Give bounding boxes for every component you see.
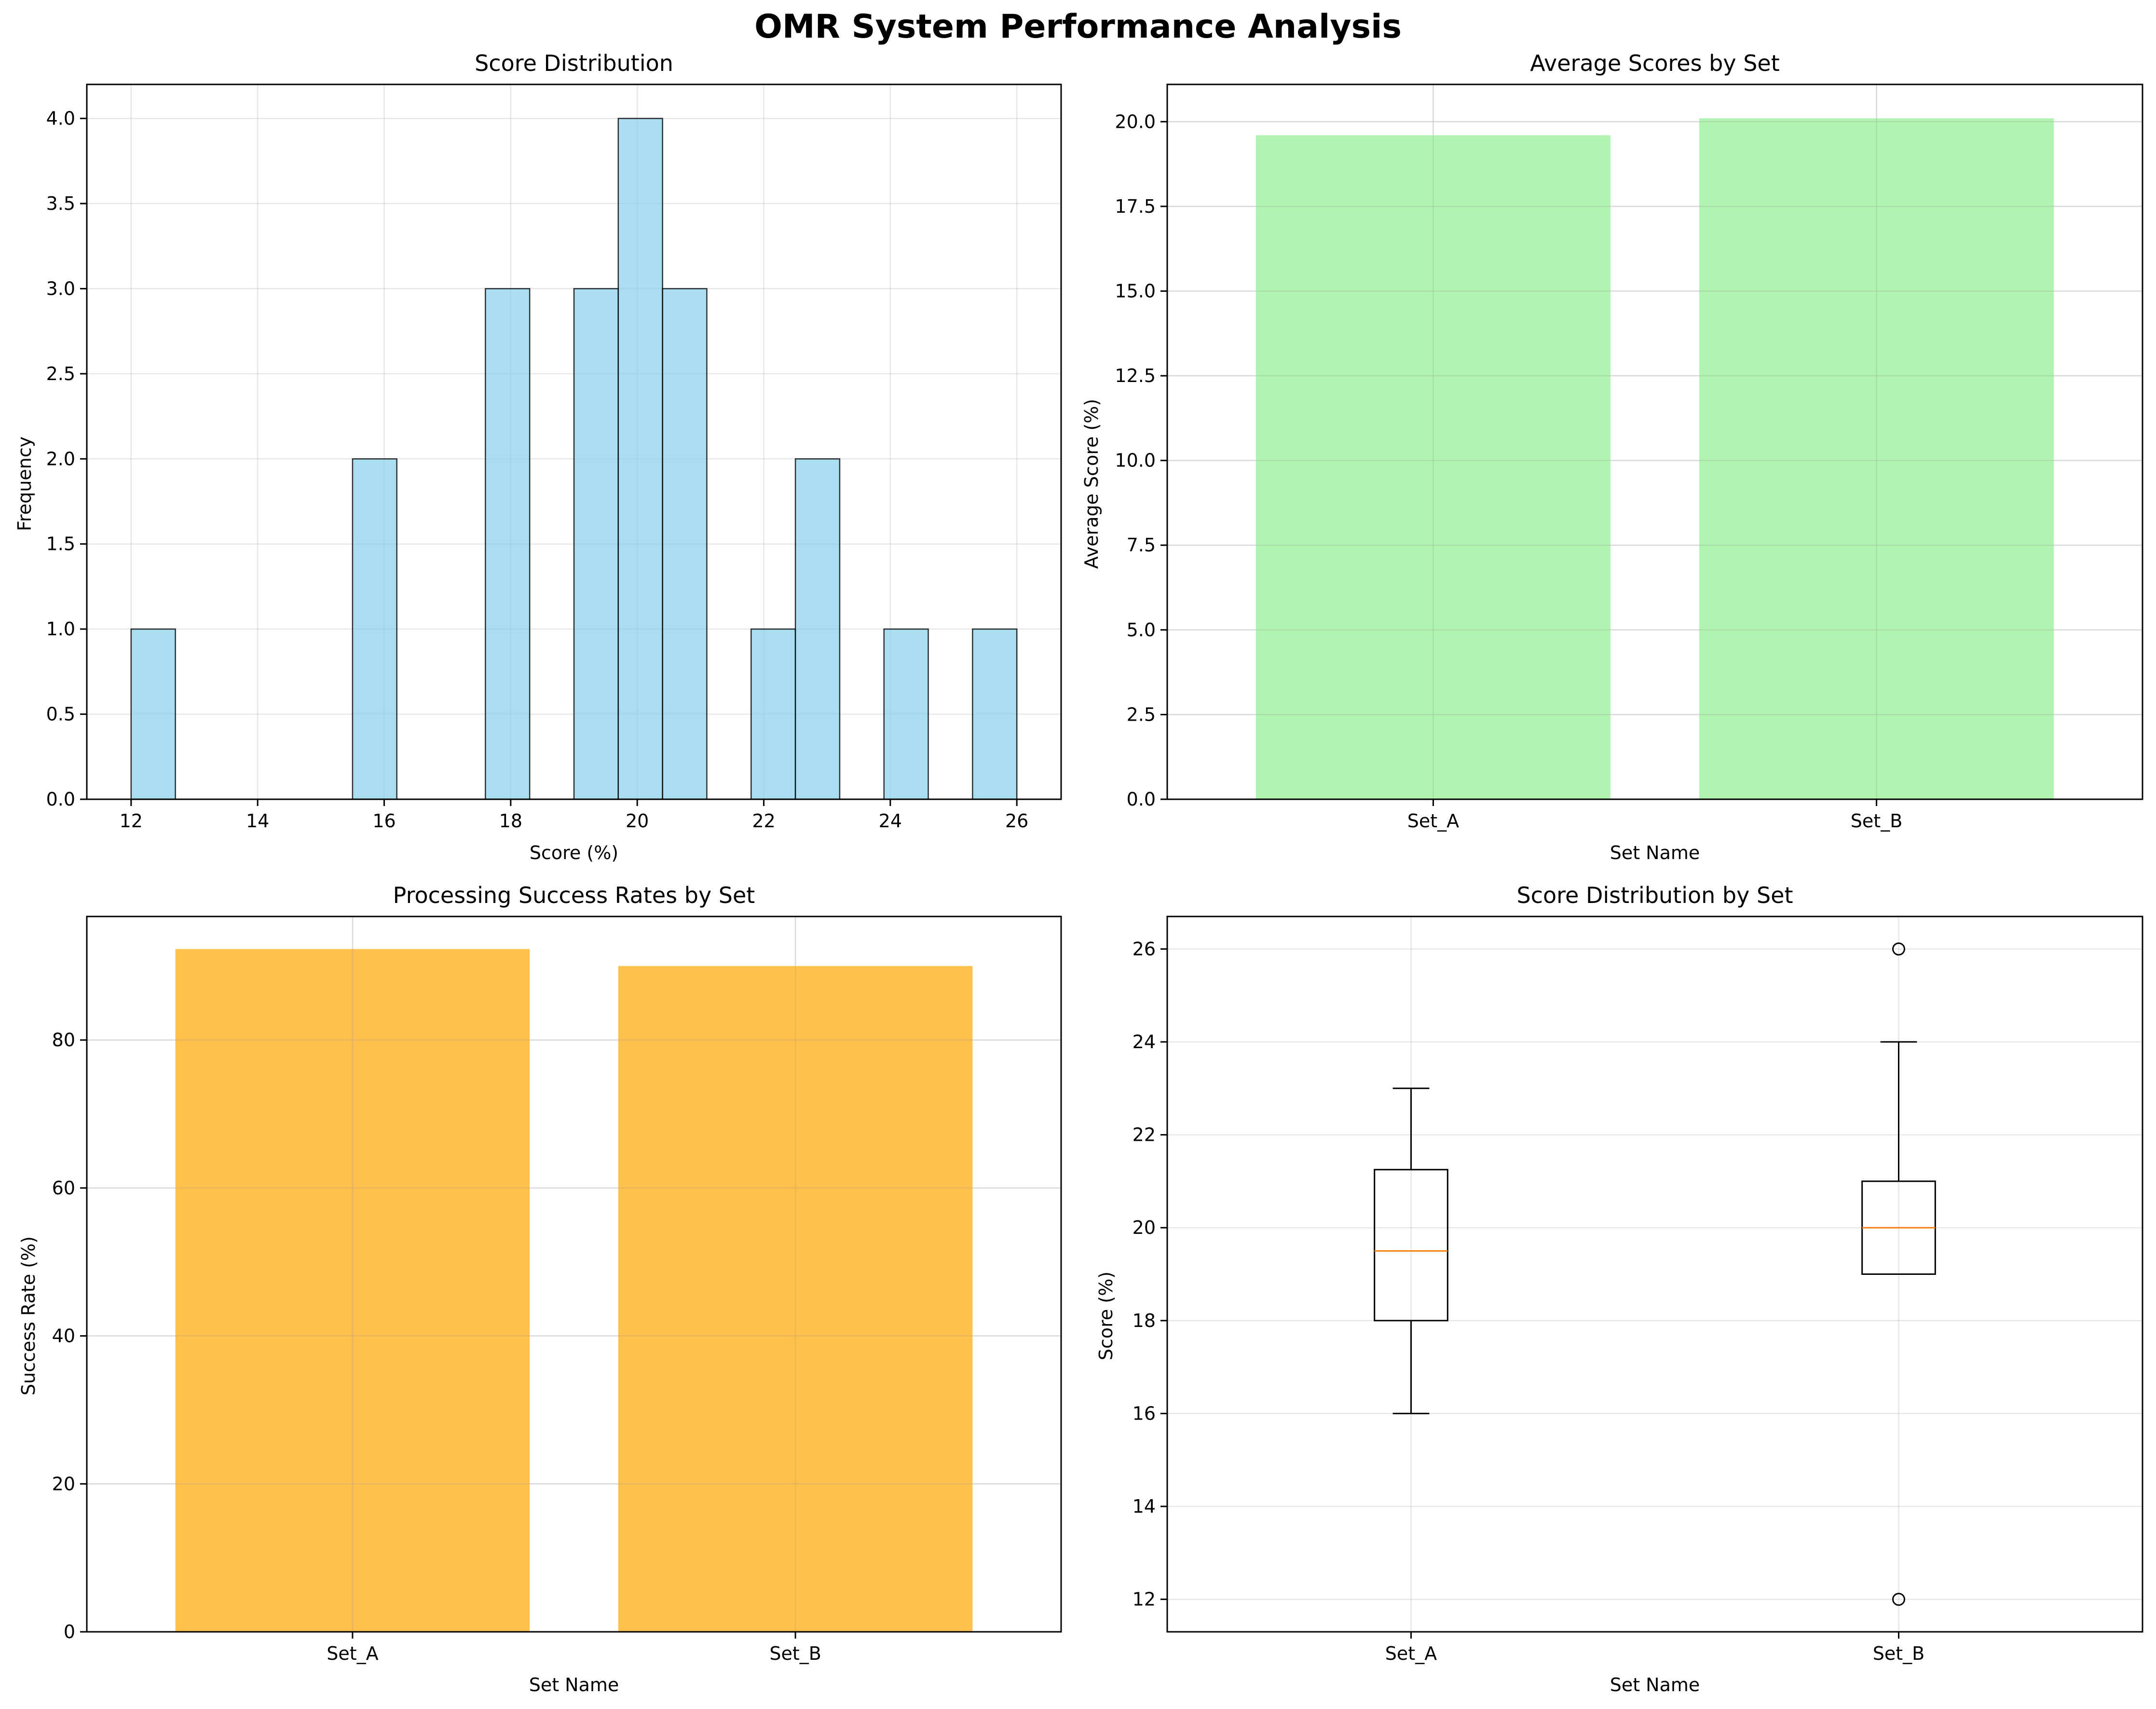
average-scores-y-tick-label: 10.0 — [1115, 450, 1156, 471]
histogram-y-tick-label: 1.0 — [46, 618, 75, 640]
figure-title: OMR System Performance Analysis — [754, 8, 1402, 46]
histogram-y-tick-label: 3.0 — [46, 278, 75, 299]
histogram-bar — [662, 288, 708, 800]
success-rates-x-tick-label: Set_A — [327, 1643, 378, 1664]
histogram-x-tick-label: 24 — [879, 810, 902, 832]
success-rates-y-tick-label: 60 — [52, 1177, 75, 1199]
average-scores-x-tick-label: Set_B — [1851, 810, 1902, 832]
success-rates-y-tick-label: 0 — [64, 1621, 75, 1642]
histogram-title: Score Distribution — [475, 50, 673, 76]
box-outlier-set-b — [1892, 942, 1905, 956]
box-plot-y-tick-label: 14 — [1133, 1496, 1156, 1517]
histogram-bar — [352, 458, 397, 800]
histogram-y-tick-label: 3.5 — [46, 193, 75, 214]
average-scores-title: Average Scores by Set — [1530, 50, 1780, 76]
success-rates-title: Processing Success Rates by Set — [393, 882, 755, 908]
histogram-bar — [794, 458, 841, 800]
histogram-y-tick-label: 0.0 — [46, 789, 75, 810]
box-plot-y-tick-label: 16 — [1133, 1403, 1156, 1424]
histogram-bar — [883, 628, 929, 800]
histogram-x-tick-label: 16 — [372, 810, 396, 832]
average-scores-y-tick-label: 7.5 — [1127, 534, 1156, 556]
success-rates-y-axis-label: Success Rate (%) — [18, 1236, 39, 1395]
success-rates-frame — [86, 916, 1062, 1633]
box-plot-y-tick-label: 24 — [1133, 1031, 1156, 1053]
score-distribution-histogram: Score Distribution Score (%) Frequency 0… — [14, 50, 1062, 863]
average-scores-y-tick-label: 20.0 — [1115, 111, 1156, 132]
histogram-x-tick-label: 26 — [1005, 810, 1028, 832]
success-rates-x-axis-label: Set Name — [529, 1674, 619, 1695]
histogram-frame — [86, 83, 1062, 800]
success-rates-bar-set-b — [618, 966, 973, 1632]
histogram-y-tick-label: 1.5 — [46, 533, 75, 555]
success-rates-x-tick-label: Set_B — [769, 1643, 821, 1664]
box-plot-y-axis-label: Score (%) — [1095, 1271, 1117, 1360]
average-scores-bar-set-b — [1699, 118, 2054, 800]
histogram-y-tick-label: 2.0 — [46, 448, 75, 469]
average-scores-x-axis-label: Set Name — [1610, 842, 1700, 863]
histogram-y-axis-label: Frequency — [14, 437, 35, 531]
histogram-y-tick-label: 2.5 — [46, 363, 75, 384]
box-plot-frame — [1166, 916, 2143, 1633]
score-by-set-box-plot: Score Distribution by Set Set Name Score… — [1095, 882, 2143, 1695]
success-rates-y-tick-label: 20 — [52, 1473, 75, 1494]
histogram-x-tick-label: 18 — [499, 810, 522, 832]
success-rates-y-tick-label: 80 — [52, 1029, 75, 1051]
average-scores-y-tick-label: 15.0 — [1115, 280, 1156, 301]
box-plot-x-axis-label: Set Name — [1610, 1674, 1700, 1695]
histogram-x-axis-label: Score (%) — [530, 842, 618, 863]
average-scores-y-tick-label: 2.5 — [1127, 704, 1156, 725]
histogram-x-tick-label: 22 — [752, 810, 775, 832]
success-rates-y-tick-label: 40 — [52, 1326, 75, 1347]
average-scores-x-tick-label: Set_A — [1407, 810, 1459, 832]
histogram-bar — [485, 288, 531, 800]
histogram-bar — [617, 118, 663, 800]
box-outlier-set-b — [1892, 1593, 1905, 1606]
histogram-x-tick-label: 20 — [626, 810, 649, 832]
average-scores-bar-chart: Average Scores by Set Set Name Average S… — [1081, 50, 2143, 863]
average-scores-frame — [1166, 83, 2143, 800]
average-scores-y-tick-label: 17.5 — [1115, 196, 1156, 217]
box-iqr-set-a — [1374, 1169, 1448, 1322]
histogram-y-tick-label: 4.0 — [46, 108, 75, 129]
histogram-x-tick-label: 12 — [120, 810, 143, 832]
average-scores-y-tick-label: 12.5 — [1115, 365, 1156, 386]
box-plot-y-tick-label: 22 — [1133, 1124, 1156, 1146]
average-scores-y-tick-label: 0.0 — [1127, 789, 1156, 810]
box-plot-y-tick-label: 26 — [1133, 938, 1156, 959]
histogram-x-tick-label: 14 — [246, 810, 269, 832]
average-scores-y-axis-label: Average Score (%) — [1081, 399, 1102, 569]
box-plot-x-tick-label: Set_B — [1873, 1643, 1924, 1664]
success-rates-bar-set-a — [175, 949, 530, 1632]
histogram-bar — [972, 628, 1018, 800]
box-plot-x-tick-label: Set_A — [1385, 1643, 1437, 1664]
histogram-y-tick-label: 0.5 — [46, 704, 75, 725]
average-scores-y-tick-label: 5.0 — [1127, 619, 1156, 641]
average-scores-bar-set-a — [1255, 135, 1611, 799]
box-plot-title: Score Distribution by Set — [1516, 882, 1793, 908]
box-plot-y-tick-label: 18 — [1133, 1310, 1156, 1331]
histogram-bar — [751, 628, 796, 800]
success-rates-bar-chart: Processing Success Rates by Set Set Name… — [18, 882, 1062, 1695]
histogram-bar — [573, 288, 619, 800]
histogram-bar — [130, 628, 176, 800]
box-plot-y-tick-label: 20 — [1133, 1217, 1156, 1238]
box-plot-y-tick-label: 12 — [1133, 1589, 1156, 1610]
